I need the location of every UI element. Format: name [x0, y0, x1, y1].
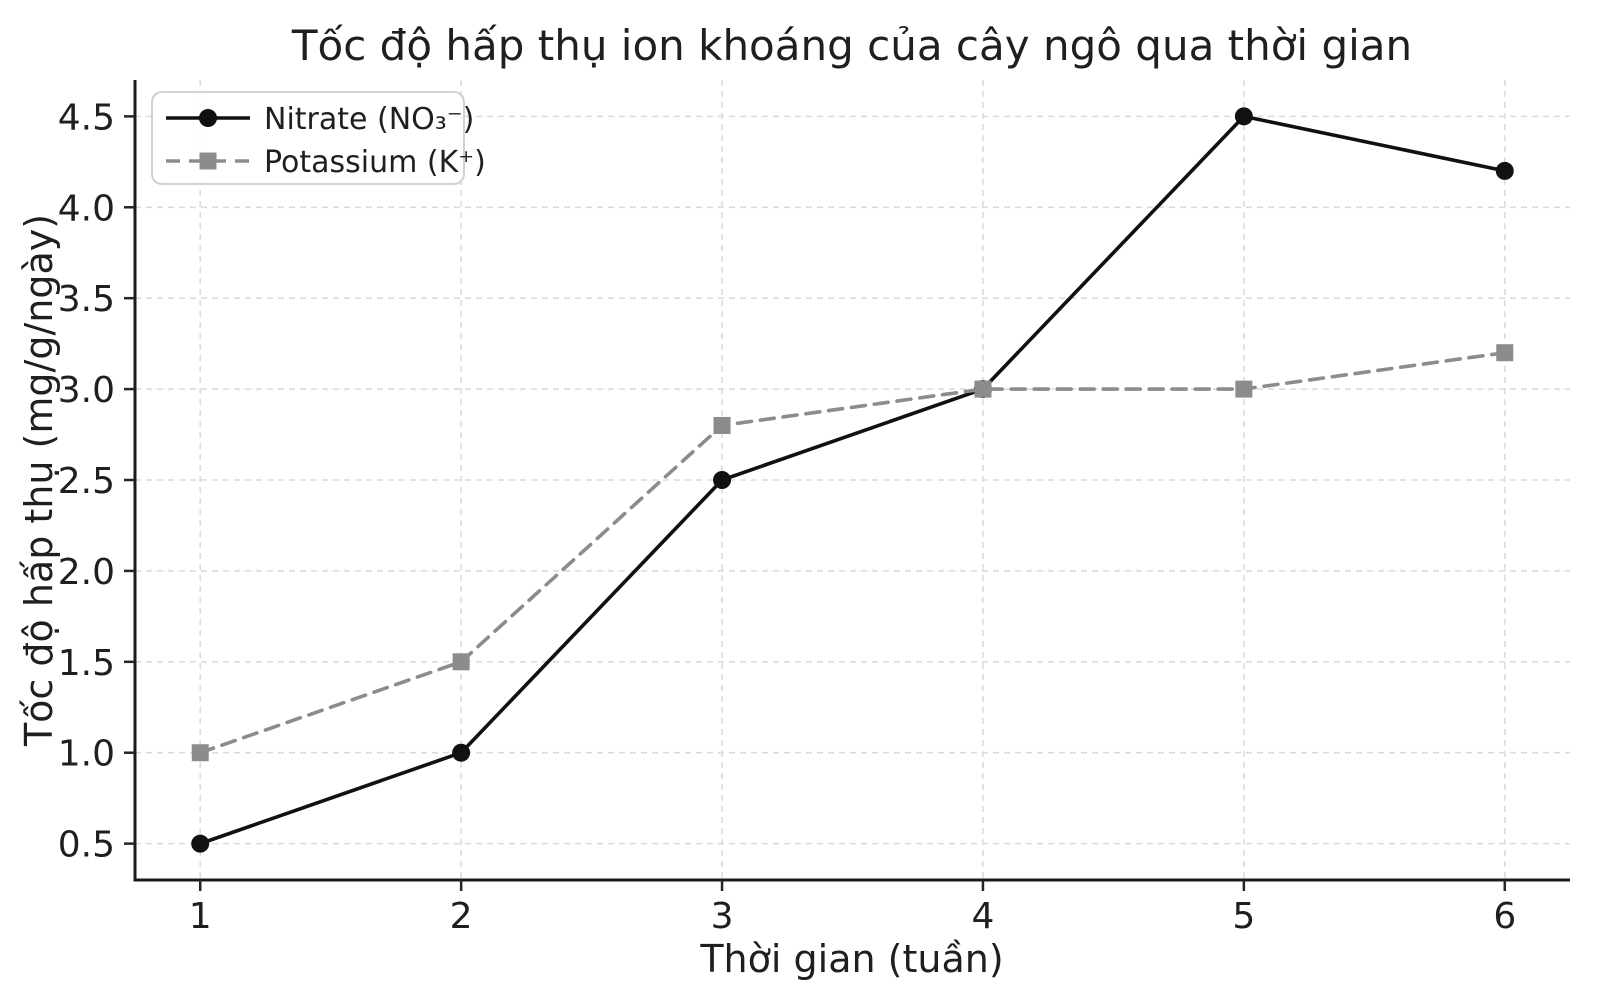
x-tick-label: 3	[711, 896, 734, 937]
data-point-circle	[1495, 161, 1514, 180]
data-point-square	[974, 380, 992, 398]
y-tick-label: 1.5	[58, 643, 115, 684]
y-tick-label: 0.5	[58, 825, 115, 866]
grid-layer	[135, 80, 1570, 880]
x-axis-label: Thời gian (tuần)	[699, 937, 1003, 981]
data-point-square	[191, 744, 209, 762]
data-point-square	[1235, 380, 1253, 398]
series-line-circle	[198, 114, 1507, 846]
data-point-circle	[191, 834, 210, 853]
series-line-square	[198, 350, 1507, 755]
y-tick-label: 3.5	[58, 279, 115, 320]
y-tick-label: 2.5	[58, 461, 115, 502]
data-point-circle	[452, 743, 471, 762]
x-tick-label: 1	[189, 896, 212, 937]
legend-box	[151, 91, 465, 185]
data-point-square	[1496, 344, 1514, 362]
data-point-square	[713, 416, 731, 434]
y-tick-label: 3.0	[58, 370, 115, 411]
legend-marker-circle	[199, 109, 217, 127]
legend-layer: Nitrate (NO₃⁻) Potassium (K⁺)	[151, 91, 486, 185]
legend-label: Nitrate (NO₃⁻)	[264, 102, 474, 137]
y-tick-label: 4.5	[58, 97, 115, 138]
x-tick-label: 2	[450, 896, 473, 937]
axes-layer: 1 2 3 4 5 6 0.5 1.0 1.5 2.0 2.5 3.0 3.5 4.0 4.5	[58, 80, 1570, 937]
y-tick-label: 1.0	[58, 734, 115, 775]
data-point-square	[452, 653, 470, 671]
x-tick-label: 4	[972, 896, 995, 937]
y-tick-label: 2.0	[58, 552, 115, 593]
x-tick-label: 5	[1232, 896, 1255, 937]
y-tick-label: 4.0	[58, 188, 115, 229]
x-tick-label: 6	[1493, 896, 1516, 937]
data-point-circle	[713, 471, 732, 489]
series-layer	[191, 107, 1514, 853]
chart-title: Tốc độ hấp thụ ion khoáng của cây ngô qu…	[291, 21, 1412, 70]
legend-label: Potassium (K⁺)	[264, 145, 486, 180]
legend-marker-square	[199, 152, 217, 170]
data-point-circle	[1234, 107, 1253, 126]
y-axis-label: Tốc độ hấp thụ (mg/g/ngày)	[17, 214, 61, 747]
